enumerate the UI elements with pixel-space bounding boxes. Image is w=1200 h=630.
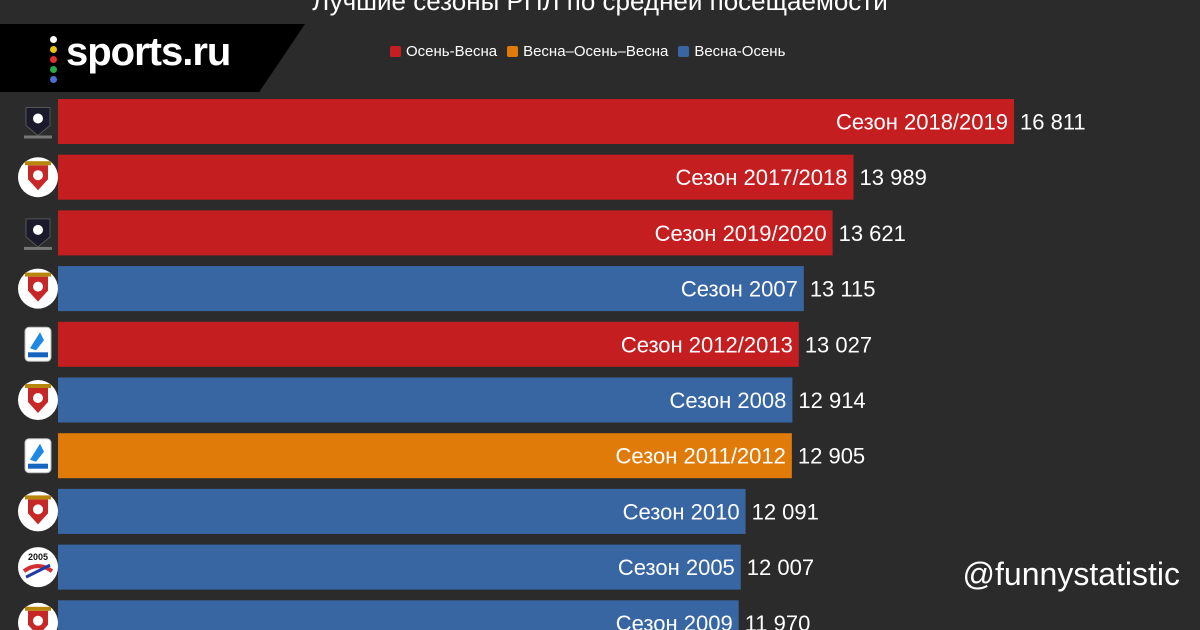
- bar-label-1: Сезон 2018/2019: [836, 110, 1008, 135]
- bar-10: [58, 600, 739, 630]
- legend-label-spring-autumn: Весна-Осень: [694, 43, 786, 60]
- chart-title: Лучшие сезоны РПЛ по средней посещаемост…: [312, 0, 888, 16]
- premier-league-logo-icon: [18, 380, 58, 420]
- legend-swatch-spring-autumn-spring: [507, 46, 519, 57]
- value-label-7: 12 905: [798, 444, 865, 469]
- bar-label-8: Сезон 2010: [623, 499, 740, 524]
- bar-1: [58, 99, 1014, 144]
- bar-5: [58, 321, 799, 367]
- legend-swatch-autumn-spring: [390, 46, 401, 57]
- svg-text:2005: 2005: [28, 552, 48, 562]
- bar-6: [58, 377, 793, 423]
- bar-label-2: Сезон 2017/2018: [676, 165, 848, 190]
- premier-league-logo-icon: [18, 268, 58, 309]
- bar-9: [58, 544, 741, 590]
- value-label-3: 13 621: [839, 221, 906, 246]
- bar-label-4: Сезон 2007: [681, 277, 798, 302]
- value-label-10: 11 970: [745, 611, 811, 630]
- sogaz-logo-icon: [24, 438, 52, 474]
- rpl-logo-icon: [24, 107, 52, 139]
- legend: Осень-Весна Весна–Осень–Весна Весна-Осен…: [390, 43, 785, 60]
- legend-label-spring-autumn-spring: Весна–Осень–Весна: [523, 43, 669, 60]
- legend-item-autumn-spring: Осень-Весна: [390, 43, 497, 60]
- value-label-2: 13 989: [860, 165, 927, 190]
- championship-2005-logo-icon: 2005: [18, 547, 58, 588]
- bar-7: [58, 433, 792, 479]
- value-label-4: 13 115: [810, 277, 876, 302]
- watermark: @funnystatistic: [962, 556, 1180, 592]
- bar-label-9: Сезон 2005: [618, 555, 735, 580]
- legend-item-spring-autumn-spring: Весна–Осень–Весна: [507, 43, 668, 60]
- sogaz-logo-icon: [24, 326, 52, 362]
- premier-league-logo-icon: [18, 157, 58, 198]
- value-label-8: 12 091: [752, 499, 819, 524]
- value-label-9: 12 007: [747, 555, 814, 580]
- sports-ru-logo: sports.ru: [66, 30, 231, 74]
- rpl-logo-icon: [24, 218, 52, 250]
- premier-league-logo-icon: [18, 491, 58, 532]
- legend-label-autumn-spring: Осень-Весна: [406, 43, 498, 60]
- value-label-5: 13 027: [805, 332, 872, 357]
- bar-label-6: Сезон 2008: [669, 388, 786, 413]
- value-label-1: 16 811: [1020, 110, 1086, 135]
- bar-label-10: Сезон 2009: [616, 611, 733, 630]
- bar-label-3: Сезон 2019/2020: [655, 221, 827, 246]
- premier-league-logo-icon: [18, 602, 58, 630]
- legend-item-spring-autumn: Весна-Осень: [678, 43, 785, 60]
- bar-2: [58, 154, 854, 200]
- bar-3: [58, 210, 833, 256]
- value-label-6: 12 914: [798, 388, 865, 413]
- bar-label-7: Сезон 2011/2012: [616, 444, 786, 469]
- legend-swatch-spring-autumn: [678, 46, 690, 57]
- logo-dots-icon: [50, 36, 58, 86]
- bar-label-5: Сезон 2012/2013: [621, 332, 793, 357]
- bar-4: [58, 266, 804, 312]
- bar-8: [58, 488, 746, 534]
